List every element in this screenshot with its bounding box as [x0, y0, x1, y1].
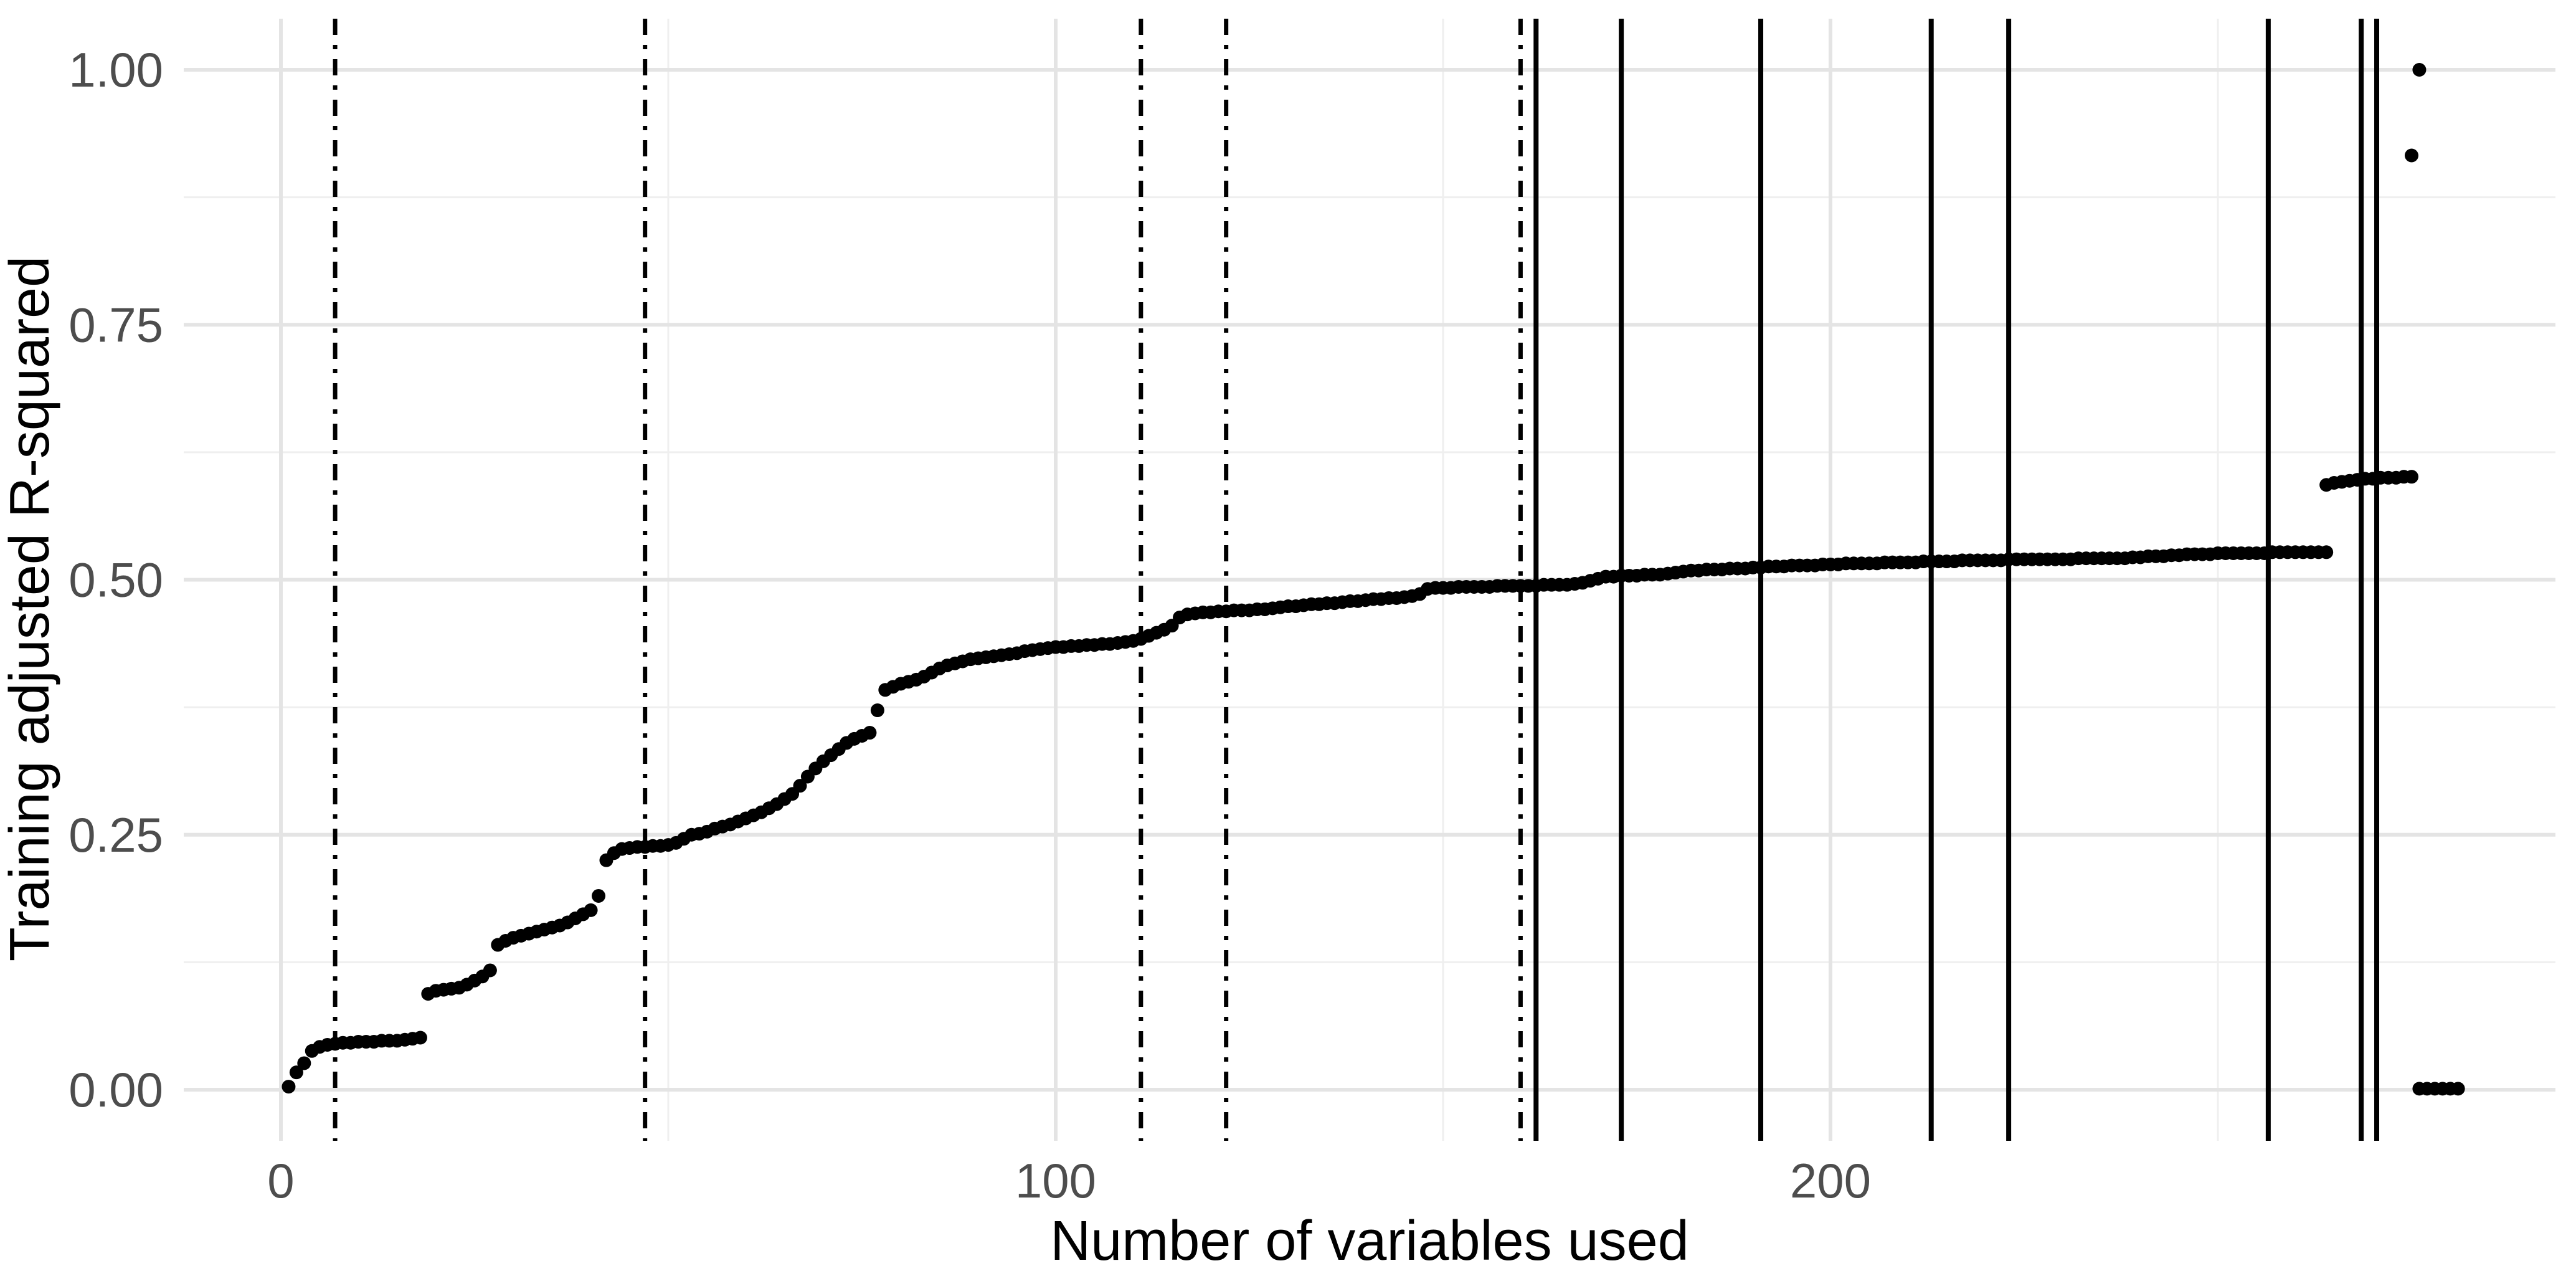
y-tick-label: 1.00: [69, 42, 163, 97]
data-point: [2405, 470, 2418, 484]
x-tick-label: 100: [1015, 1153, 1096, 1208]
data-point: [2412, 63, 2427, 77]
y-tick-label: 0.25: [69, 807, 163, 862]
y-tick-label: 0.00: [69, 1062, 163, 1117]
x-axis-title: Number of variables used: [1050, 1210, 1689, 1272]
data-point: [2451, 1082, 2465, 1096]
y-tick-label: 0.75: [69, 297, 163, 352]
data-point: [2405, 148, 2418, 163]
major-gridlines: [184, 19, 2555, 1141]
minor-gridlines: [184, 19, 2555, 1141]
data-point: [413, 1031, 427, 1045]
x-tick-label: 200: [1790, 1153, 1871, 1208]
y-tick-label: 0.50: [69, 553, 163, 607]
data-point: [793, 779, 807, 793]
data-point: [863, 726, 877, 740]
data-point: [297, 1056, 311, 1070]
data-point: [870, 703, 884, 718]
x-tick-label: 0: [267, 1153, 294, 1208]
data-point: [289, 1065, 303, 1080]
data-point: [584, 903, 598, 917]
data-point: [2319, 545, 2334, 559]
data-point: [483, 963, 497, 978]
y-axis-title: Training adjusted R-squared: [0, 256, 61, 961]
axis-tick-labels: 0.00 0.25 0.50 0.75 1.00 0 100 200: [69, 42, 1871, 1208]
data-point: [282, 1080, 296, 1094]
data-points: [282, 63, 2465, 1096]
data-point: [592, 888, 606, 903]
